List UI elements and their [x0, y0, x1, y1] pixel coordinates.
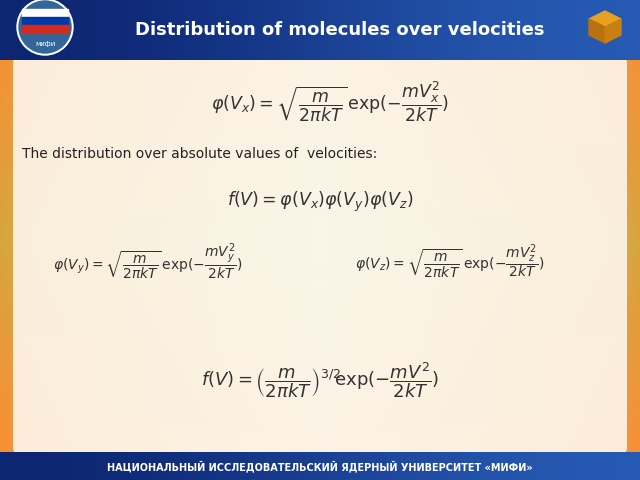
- Text: Distribution of molecules over velocities: Distribution of molecules over velocitie…: [135, 21, 545, 39]
- Text: $\varphi(V_y)=\sqrt{\dfrac{m}{2\pi kT}}\,\mathrm{exp}(-\dfrac{mV_y^{2}}{2kT})$: $\varphi(V_y)=\sqrt{\dfrac{m}{2\pi kT}}\…: [53, 241, 243, 282]
- Bar: [22, 25, 68, 33]
- Text: мифи: мифи: [35, 41, 55, 47]
- Polygon shape: [589, 11, 621, 27]
- Circle shape: [17, 0, 73, 55]
- Text: $f(V)=\left(\dfrac{m}{2\pi kT}\right)^{3/2}\!\!\mathrm{exp}(-\dfrac{mV^{2}}{2kT}: $f(V)=\left(\dfrac{m}{2\pi kT}\right)^{3…: [201, 360, 439, 400]
- Text: $f(V)=\varphi(V_x)\varphi(V_y)\varphi(V_z)$: $f(V)=\varphi(V_x)\varphi(V_y)\varphi(V_…: [227, 190, 413, 214]
- Text: $\varphi(V_x)=\sqrt{\dfrac{m}{2\pi kT}}\,\mathrm{exp}(-\dfrac{mV_x^{2}}{2kT})$: $\varphi(V_x)=\sqrt{\dfrac{m}{2\pi kT}}\…: [211, 79, 449, 125]
- FancyBboxPatch shape: [13, 58, 627, 453]
- Polygon shape: [589, 19, 605, 43]
- Text: The distribution over absolute values of  velocities:: The distribution over absolute values of…: [22, 147, 377, 161]
- Bar: [22, 9, 68, 17]
- Text: $\varphi(V_z)=\sqrt{\dfrac{m}{2\pi kT}}\,\mathrm{exp}(-\dfrac{mV_z^{2}}{2kT})$: $\varphi(V_z)=\sqrt{\dfrac{m}{2\pi kT}}\…: [355, 243, 545, 281]
- Text: НАЦИОНАЛЬНЫЙ ИССЛЕДОВАТЕЛЬСКИЙ ЯДЕРНЫЙ УНИВЕРСИТЕТ «МИФИ»: НАЦИОНАЛЬНЫЙ ИССЛЕДОВАТЕЛЬСКИЙ ЯДЕРНЫЙ У…: [107, 460, 533, 472]
- Circle shape: [19, 1, 71, 53]
- Polygon shape: [605, 19, 621, 43]
- Bar: [22, 17, 68, 25]
